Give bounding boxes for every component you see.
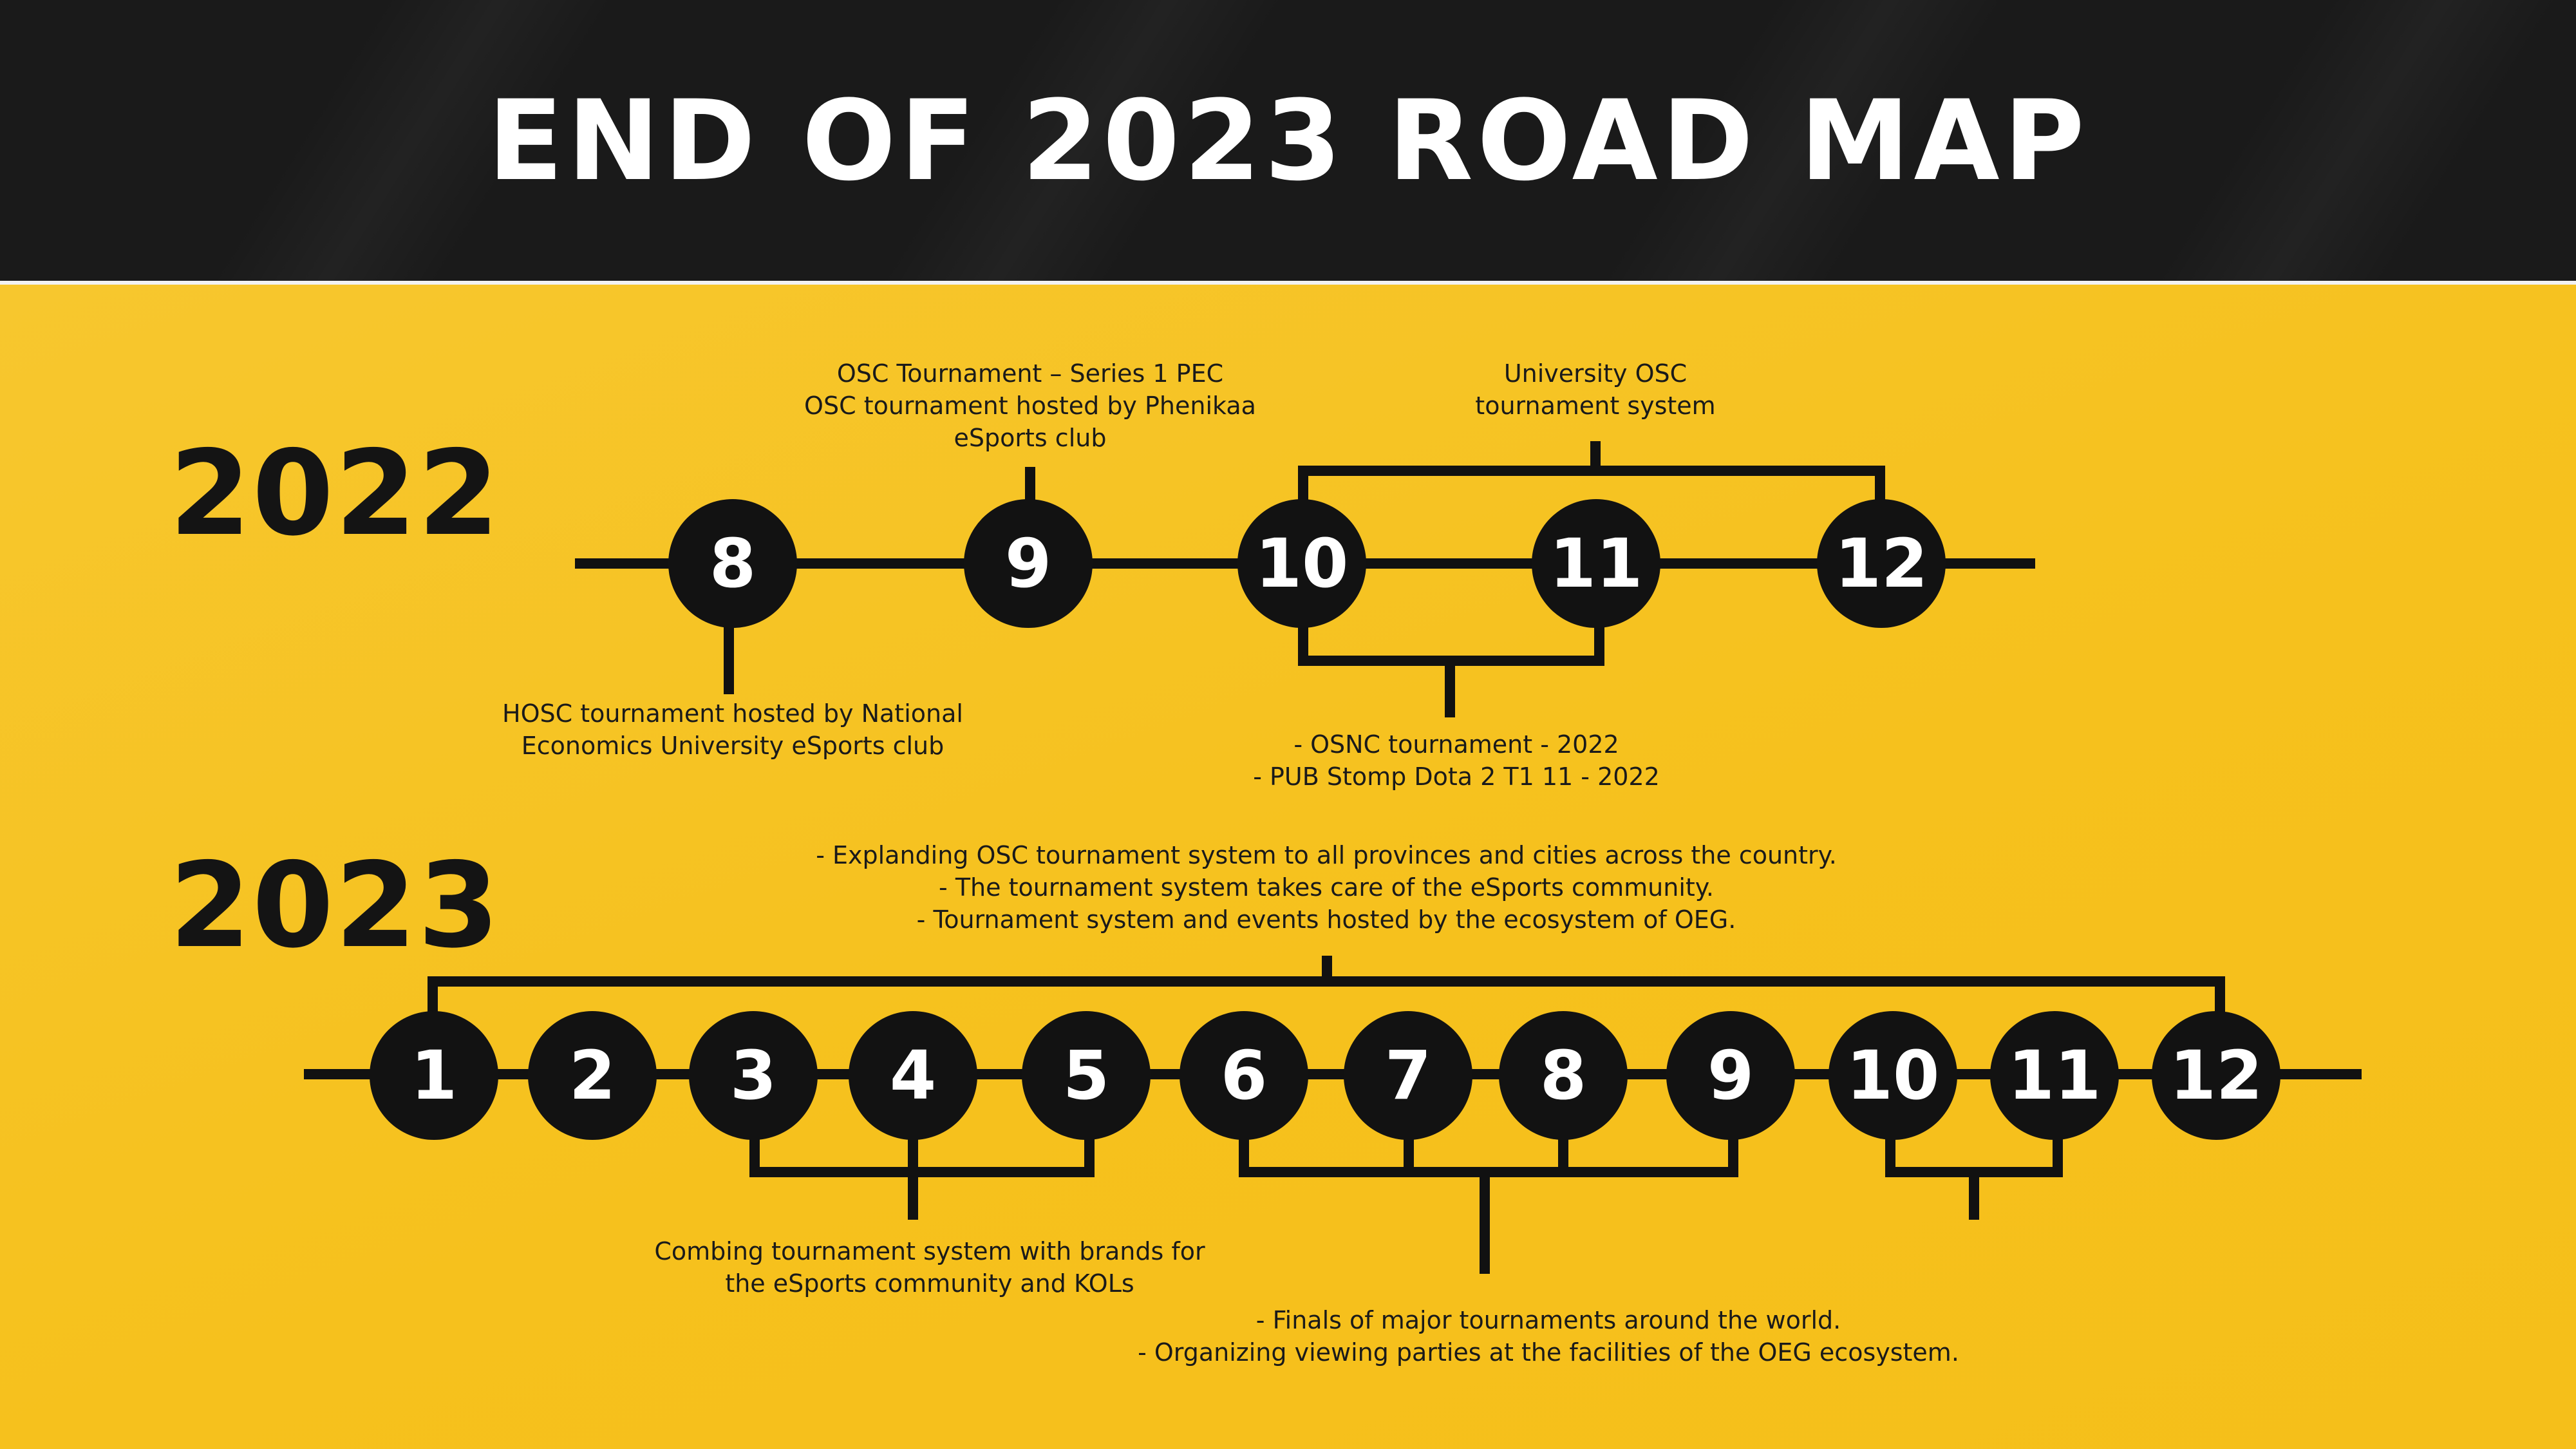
header-banner: END OF 2023 ROAD MAP [0,0,2576,281]
bracket-2023-top-left [428,976,438,1021]
month-node-2022-9: 9 [964,499,1093,628]
bracket-2022-bottom-left [1298,621,1308,666]
caption-2022-hosc: HOSC tournament hosted by National Econo… [502,699,963,760]
bracket-2023-c-stem [1969,1167,1979,1220]
bracket-2023-top-stem [1322,956,1332,987]
bracket-2023-c-left [1885,1133,1895,1177]
month-node-2022-8: 8 [668,499,797,628]
caption-2023-finals: - Finals of major tournaments around the… [1138,1306,1959,1367]
month-node-2022-12: 12 [1817,499,1946,628]
connector-2022-month-9 [1025,467,1035,506]
month-node-2023-10: 10 [1829,1011,1957,1140]
bracket-2023-top-right [2215,976,2225,1021]
connector-2022-month-8 [724,621,734,694]
bracket-2023-b-left [1239,1133,1249,1177]
bracket-2022-top-right [1875,466,1885,506]
month-node-2023-11: 11 [1990,1011,2119,1140]
bracket-2023-a-right [1084,1133,1095,1177]
caption-2022-osc-series: OSC Tournament – Series 1 PEC OSC tourna… [804,359,1256,452]
header-divider [0,281,2576,285]
bracket-2023-a-stem [908,1133,918,1220]
month-node-2023-5: 5 [1022,1011,1151,1140]
caption-2023-expanding: - Explanding OSC tournament system to al… [816,841,1837,934]
bracket-2022-top-left [1298,466,1308,506]
month-node-2022-11: 11 [1532,499,1660,628]
month-node-2023-6: 6 [1180,1011,1308,1140]
month-node-2023-8: 8 [1499,1011,1628,1140]
bracket-2023-b-mid1 [1404,1133,1414,1177]
page-title: END OF 2023 ROAD MAP [487,75,2089,205]
bracket-2023-a-left [749,1133,760,1177]
bracket-2022-top-stem [1590,441,1601,476]
bracket-2023-b-mid2 [1558,1133,1568,1177]
bracket-2022-bottom-right [1594,621,1604,666]
bracket-2022-bottom-stem [1445,656,1455,717]
month-node-2023-7: 7 [1344,1011,1472,1140]
bracket-2023-a [749,1167,1095,1177]
caption-2022-university: University OSC tournament system [1475,359,1716,420]
month-node-2023-1: 1 [370,1011,498,1140]
caption-2023-combining: Combing tournament system with brands fo… [654,1237,1205,1298]
bracket-2023-c-right [2053,1133,2063,1177]
year-label-2022: 2022 [169,425,501,562]
caption-2022-osnc: - OSNC tournament - 2022 - PUB Stomp Dot… [1253,730,1660,791]
month-node-2023-2: 2 [528,1011,657,1140]
roadmap-area [0,285,2576,1449]
month-node-2023-3: 3 [689,1011,818,1140]
bracket-2023-b-stem [1480,1167,1490,1274]
month-node-2023-9: 9 [1666,1011,1795,1140]
bracket-2023-b-right [1728,1133,1738,1177]
month-node-2022-10: 10 [1237,499,1366,628]
year-label-2023: 2023 [169,837,501,974]
month-node-2023-4: 4 [849,1011,977,1140]
month-node-2023-12: 12 [2152,1011,2280,1140]
